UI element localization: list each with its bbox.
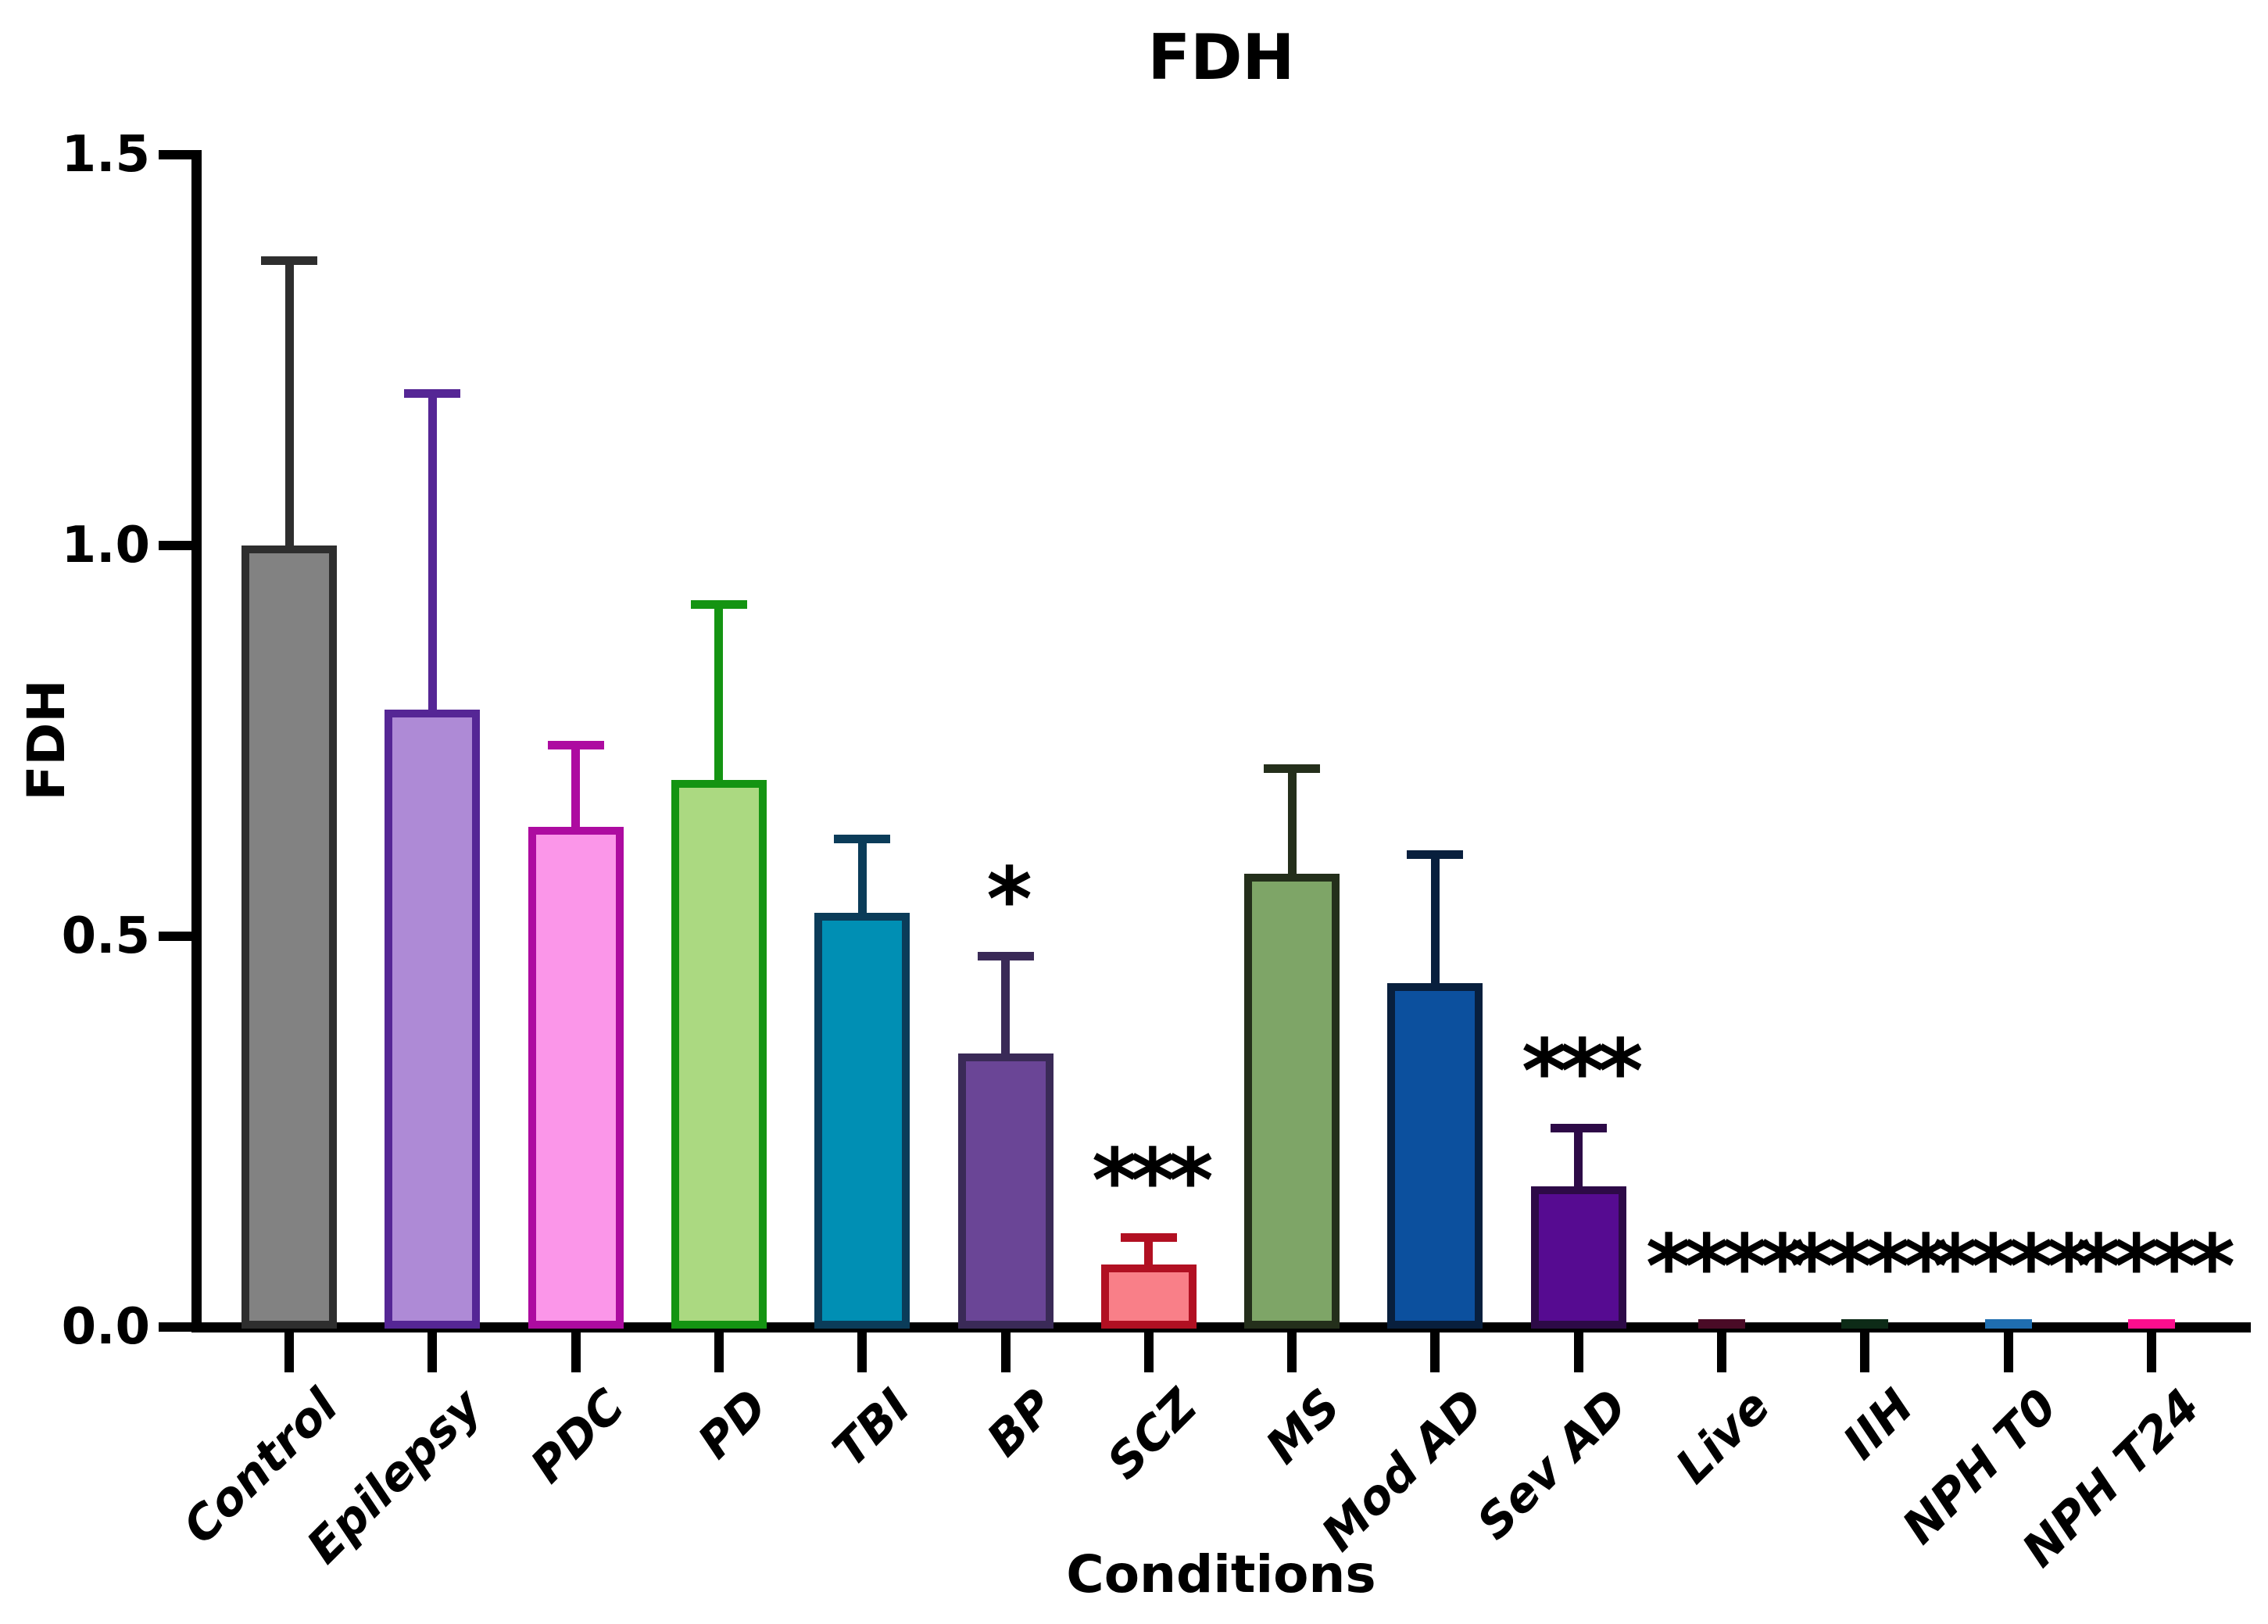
error-bar-cap (1120, 1233, 1177, 1242)
category-label: IIH (1833, 1379, 1925, 1471)
y-axis-tick (159, 932, 191, 941)
error-bar-stem (1430, 854, 1440, 987)
significance-marker: **** (2075, 1217, 2235, 1318)
x-axis-tick (714, 1332, 724, 1372)
significance-marker: **** (1645, 1217, 1805, 1318)
y-axis-label: FDH (16, 679, 77, 801)
category-label: MS (1255, 1379, 1352, 1475)
x-axis-tick (427, 1332, 438, 1372)
x-axis-label: Conditions (1066, 1544, 1376, 1604)
x-axis-tick (1860, 1332, 1870, 1372)
error-bar-stem (1144, 1237, 1154, 1268)
bar (957, 1053, 1054, 1329)
bar (1387, 983, 1483, 1329)
bar (1984, 1319, 2032, 1329)
y-axis-tick (159, 541, 191, 550)
bar (241, 546, 337, 1329)
y-tick-label: 1.0 (61, 517, 150, 574)
bar (385, 710, 481, 1329)
significance-marker: **** (1932, 1217, 2091, 1318)
x-axis-tick (2003, 1332, 2013, 1372)
error-bar-stem (571, 745, 581, 831)
chart-title: FDH (1147, 21, 1295, 94)
category-label: Live (1665, 1379, 1781, 1494)
x-axis-tick (1287, 1332, 1297, 1372)
error-bar-stem (1287, 768, 1297, 878)
y-axis-tick (159, 1322, 191, 1332)
x-axis-tick (2146, 1332, 2156, 1372)
category-label: PDC (520, 1379, 635, 1494)
error-bar-stem (284, 260, 294, 549)
x-axis-tick (1143, 1332, 1154, 1372)
x-axis-tick (1717, 1332, 1726, 1372)
x-axis-line (191, 1322, 2251, 1332)
significance-marker: *** (1521, 1021, 1644, 1123)
error-bar-stem (427, 393, 437, 714)
error-bar-cap (404, 389, 461, 398)
y-tick-label: 0.5 (61, 907, 150, 965)
bar (1698, 1319, 1745, 1329)
bar (1841, 1319, 1889, 1329)
error-bar-stem (1001, 956, 1010, 1057)
bar (671, 780, 767, 1329)
x-axis-tick (857, 1332, 867, 1372)
error-bar-cap (1407, 850, 1464, 859)
error-bar-stem (857, 839, 867, 917)
x-axis-tick (284, 1332, 294, 1372)
bar (2127, 1319, 2175, 1329)
y-axis-tick (159, 150, 191, 159)
error-bar-cap (834, 835, 891, 843)
y-tick-label: 0.0 (61, 1298, 150, 1356)
category-label: BP (976, 1379, 1065, 1468)
error-bar-cap (547, 741, 604, 749)
x-axis-tick (1000, 1332, 1011, 1372)
significance-marker: **** (1789, 1217, 1948, 1318)
error-bar-stem (714, 604, 724, 784)
significance-marker: * (986, 850, 1032, 951)
bar (1530, 1186, 1626, 1329)
error-bar-cap (690, 600, 747, 609)
y-tick-label: 1.5 (61, 126, 150, 184)
category-label: PD (688, 1379, 778, 1470)
bar (814, 913, 910, 1329)
bar (1244, 874, 1340, 1329)
x-axis-tick (571, 1332, 581, 1372)
error-bar-stem (1574, 1128, 1583, 1190)
y-axis-line (191, 150, 202, 1332)
category-label: Sev AD (1466, 1379, 1638, 1551)
significance-marker: *** (1091, 1131, 1214, 1232)
bar (1100, 1265, 1197, 1329)
bar (528, 827, 624, 1329)
error-bar-cap (1264, 764, 1321, 773)
category-label: SCZ (1096, 1379, 1208, 1490)
category-label: TBI (822, 1379, 922, 1479)
error-bar-cap (1550, 1124, 1607, 1132)
error-bar-cap (977, 952, 1034, 960)
error-bar-cap (261, 256, 317, 265)
x-axis-tick (1430, 1332, 1440, 1372)
x-axis-tick (1573, 1332, 1583, 1372)
